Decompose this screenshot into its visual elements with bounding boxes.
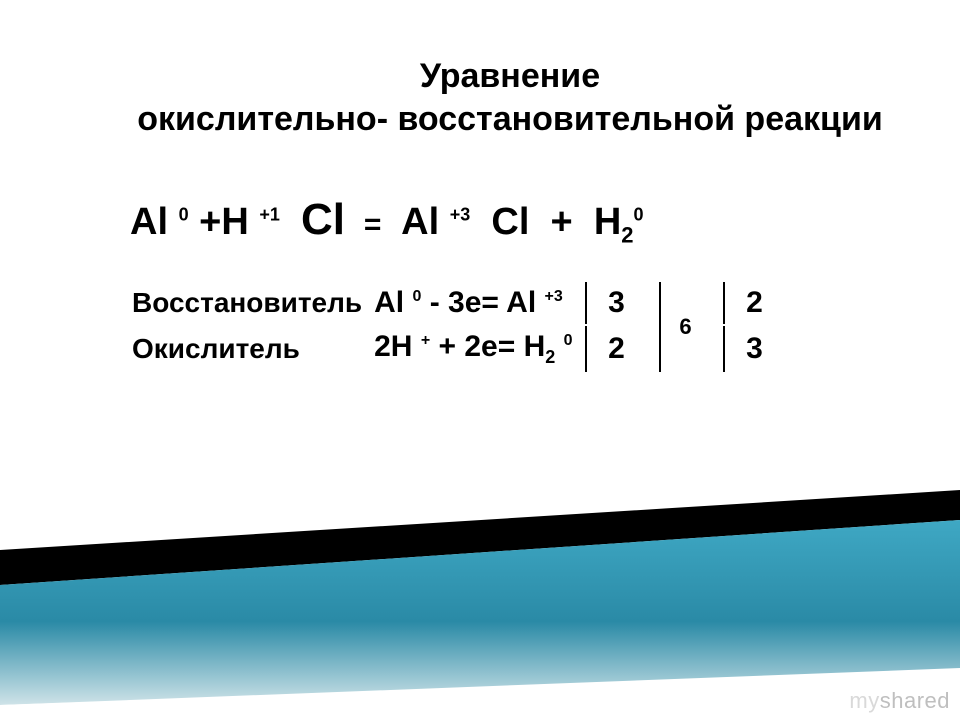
eq-h: H — [221, 201, 248, 243]
slide: Уравнение окислительно- восстановительно… — [0, 0, 960, 720]
reducer-label: Восстановитель — [132, 282, 372, 324]
reducer-coef: 2 — [723, 282, 795, 324]
watermark: myshared — [849, 688, 950, 714]
watermark-shared: shared — [880, 688, 950, 713]
eq-cl: Cl — [301, 195, 345, 244]
title-line-2: окислительно- восстановительной реакции — [100, 98, 920, 141]
eq-al2-ox: +3 — [450, 204, 471, 224]
lcm: 6 — [659, 282, 721, 372]
electron-balance: Восстановитель Al 0 - 3e= Al +3 3 6 2 Ок… — [130, 280, 797, 374]
eq-al-ox: 0 — [179, 204, 189, 224]
eq-al2: Al — [401, 201, 439, 243]
eq-h2-sub: 2 — [621, 223, 633, 248]
title-line-1: Уравнение — [100, 55, 920, 98]
reducer-half: Al 0 - 3e= Al +3 — [374, 282, 582, 324]
oxidizer-electrons: 2 — [585, 326, 657, 372]
balance-row-reducer: Восстановитель Al 0 - 3e= Al +3 3 6 2 — [132, 282, 795, 324]
eq-h2-ox: 0 — [634, 204, 644, 224]
equation: Al 0 +H +1 Cl = Al +3 Cl + H20 — [130, 195, 644, 249]
slide-title: Уравнение окислительно- восстановительно… — [100, 55, 920, 140]
reducer-electrons: 3 — [585, 282, 657, 324]
eq-plus2: + — [551, 201, 573, 243]
balance-table: Восстановитель Al 0 - 3e= Al +3 3 6 2 Ок… — [130, 280, 797, 374]
watermark-my: my — [849, 688, 879, 713]
eq-cl2: Cl — [491, 201, 529, 243]
eq-al: Al — [130, 201, 168, 243]
oxidizer-label: Окислитель — [132, 326, 372, 372]
eq-plus1: + — [199, 201, 221, 243]
oxidizer-coef: 3 — [723, 326, 795, 372]
eq-h-ox: +1 — [259, 204, 280, 224]
eq-h2: H — [594, 201, 621, 243]
footer-wedge — [0, 490, 960, 720]
oxidizer-half: 2H + + 2e= H2 0 — [374, 326, 582, 372]
eq-equals: = — [364, 208, 382, 241]
